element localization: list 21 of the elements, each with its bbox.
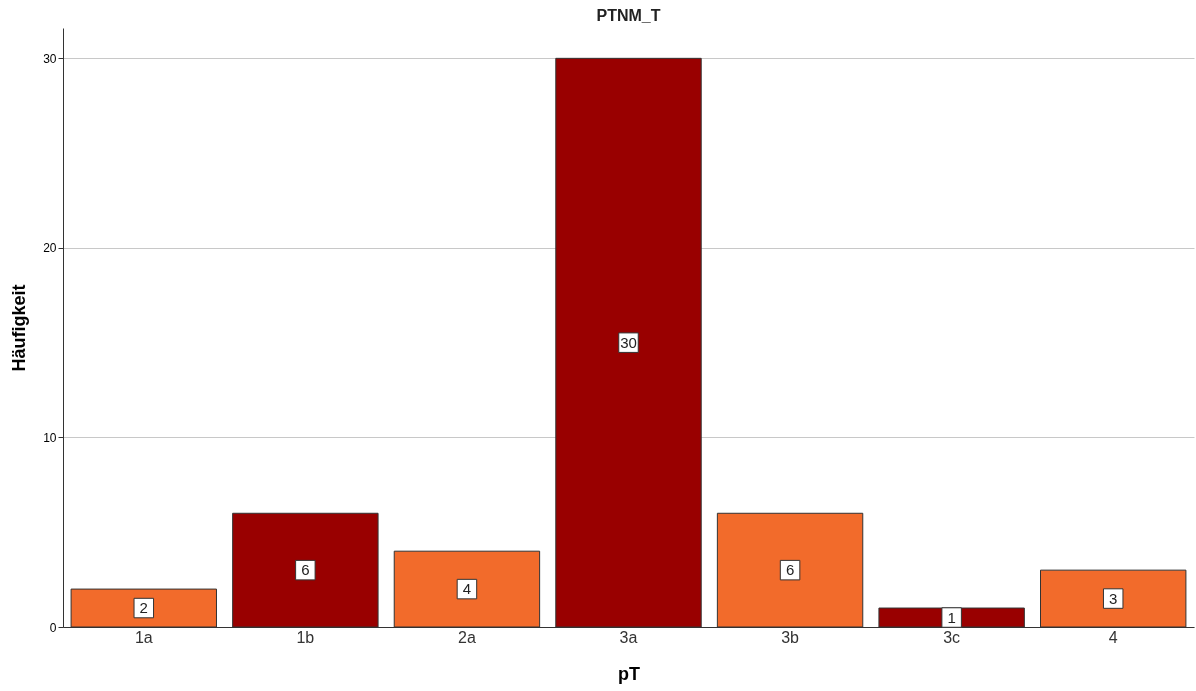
data-label: 6: [301, 561, 310, 579]
x-tick-label: 4: [1108, 628, 1118, 646]
y-axis-title: Häufigkeit: [9, 284, 30, 372]
x-tick-label: 3b: [781, 628, 800, 646]
data-label: 1: [947, 608, 956, 626]
x-axis-title: pT: [618, 663, 640, 684]
data-label: 2: [139, 599, 148, 617]
y-tick-label: 10: [43, 430, 57, 445]
data-label: 6: [785, 561, 795, 579]
x-tick-label: 3c: [943, 628, 961, 646]
x-tick-label: 1b: [296, 628, 315, 646]
data-label: 30: [620, 333, 637, 351]
x-tick-label: 2a: [458, 628, 476, 646]
y-tick-label: 30: [43, 51, 57, 66]
data-label: 3: [1109, 589, 1118, 607]
y-tick-label: 0: [49, 620, 57, 635]
data-label: 4: [462, 580, 472, 598]
chart-title: PTNM_T: [596, 7, 661, 24]
y-tick-label: 20: [43, 241, 57, 256]
x-tick-label: 1a: [134, 628, 153, 646]
x-tick-label: 3a: [619, 628, 638, 646]
